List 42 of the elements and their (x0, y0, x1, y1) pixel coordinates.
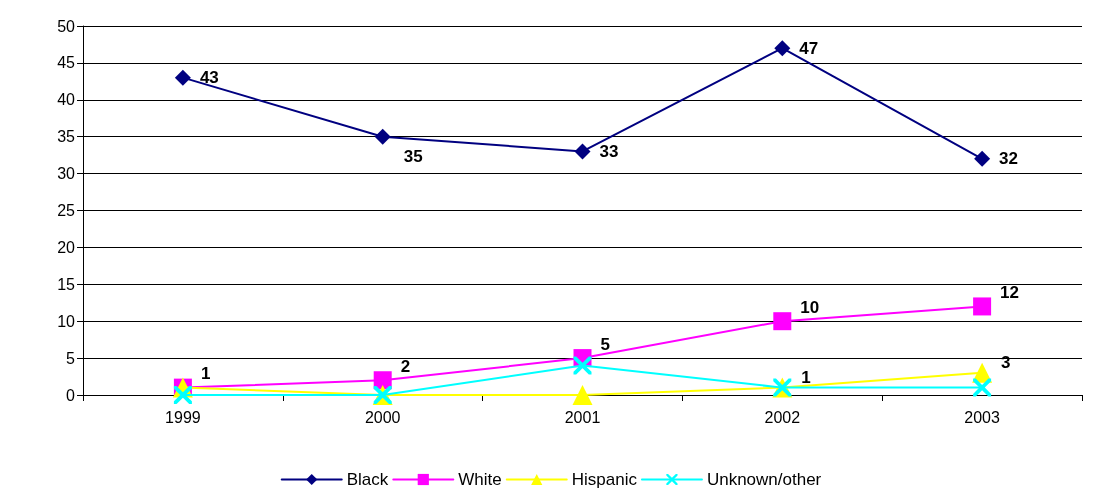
y-tick-label: 50 (57, 17, 76, 35)
data-label: 35 (403, 147, 423, 167)
data-label: 47 (799, 38, 819, 58)
point (773, 312, 792, 331)
x-tick-label: 2003 (964, 408, 1000, 426)
point (774, 40, 791, 57)
data-label: 2 (400, 356, 411, 376)
y-tick-label: 20 (57, 238, 76, 256)
y-tick-label: 45 (57, 54, 76, 72)
point (574, 143, 591, 160)
x-tick-label: 2000 (364, 408, 401, 426)
data-label: 33 (599, 141, 619, 161)
y-tick-label: 35 (57, 128, 76, 146)
y-tick-label: 15 (57, 275, 76, 293)
data-label: 1 (801, 368, 811, 388)
point (174, 69, 191, 86)
point (974, 150, 991, 167)
data-label: 43 (199, 68, 219, 88)
data-label: 32 (999, 149, 1019, 169)
data-label: 12 (1000, 282, 1020, 302)
x-tick-label: 2002 (764, 408, 801, 426)
legend-label: White (458, 470, 502, 489)
y-tick-label: 25 (57, 202, 76, 219)
y-tick-label: 10 (57, 312, 76, 330)
legend-label: Unknown/other (706, 470, 822, 489)
data-label: 5 (600, 334, 610, 354)
y-tick-label: 40 (57, 91, 76, 109)
x-tick-label: 1999 (165, 408, 201, 426)
point (173, 386, 192, 404)
data-label: 1 (200, 364, 211, 384)
point (374, 128, 391, 145)
x-tick-label: 2001 (564, 408, 601, 426)
point (572, 385, 593, 405)
data-label: 10 (800, 297, 820, 317)
point (973, 297, 992, 316)
y-tick-label: 0 (66, 386, 76, 404)
legend-label: Black (346, 470, 389, 489)
point (973, 378, 992, 397)
y-tick-label: 30 (57, 165, 76, 183)
legend-label: Hispanic (571, 470, 638, 489)
point (573, 356, 592, 375)
y-tick-label: 5 (66, 349, 76, 367)
